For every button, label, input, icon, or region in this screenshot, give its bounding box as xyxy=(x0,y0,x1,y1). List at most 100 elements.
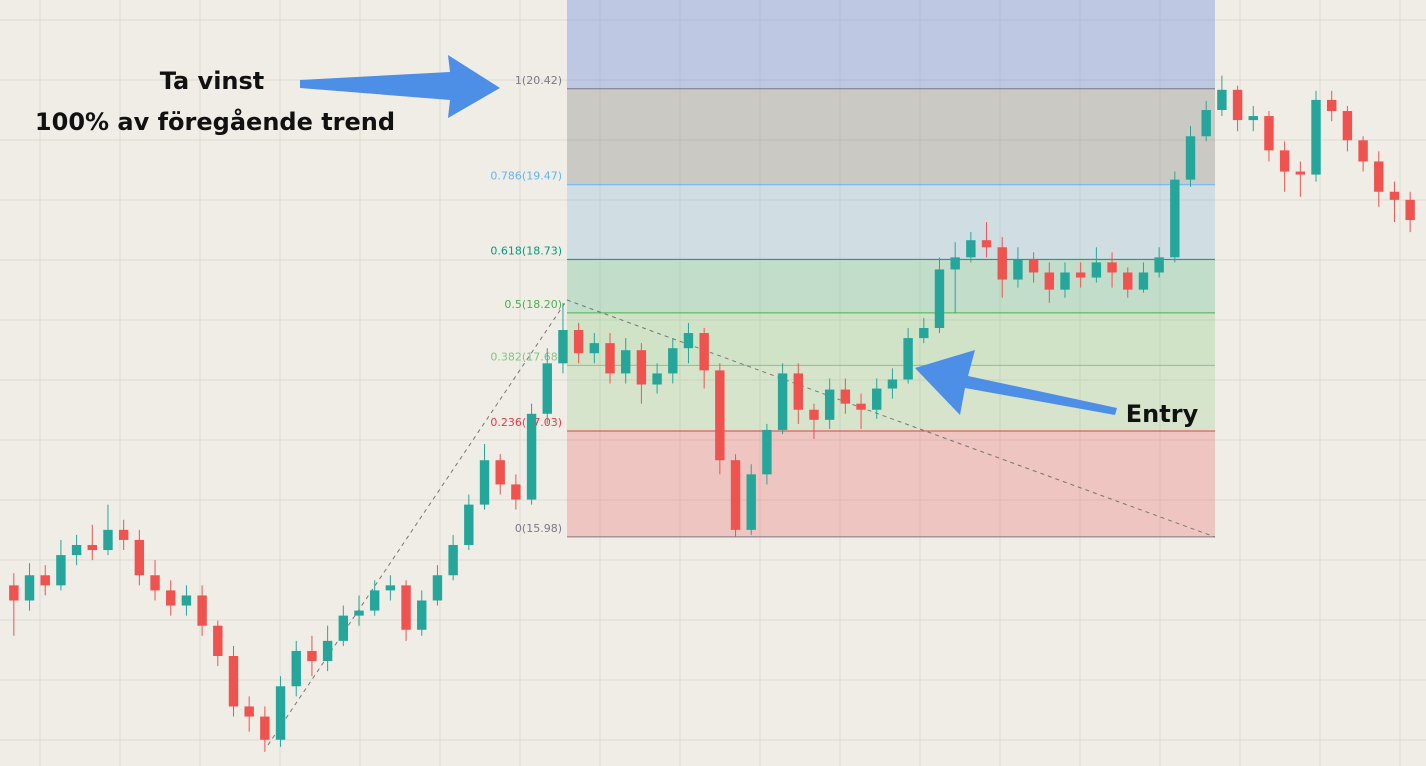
candle-body xyxy=(322,640,333,662)
candle-body xyxy=(668,348,678,374)
annotation: 100% av föregående trend xyxy=(35,107,395,136)
candle-body xyxy=(1028,259,1039,273)
candle-body xyxy=(558,330,568,364)
candle-body xyxy=(919,327,929,339)
candle-body xyxy=(652,373,662,385)
candle-body xyxy=(903,338,913,380)
candle-body xyxy=(997,247,1007,280)
candle-body xyxy=(338,615,349,641)
candle-body xyxy=(1279,150,1290,172)
candle-body xyxy=(181,595,192,606)
candle-body xyxy=(793,373,803,410)
candle-body xyxy=(1201,110,1211,137)
candle-body xyxy=(291,650,301,687)
candle-body xyxy=(1342,111,1353,141)
candle-body xyxy=(369,590,380,611)
candle-body xyxy=(683,333,694,349)
candle-body xyxy=(542,363,552,414)
candle-body xyxy=(1138,272,1149,290)
fib-zone xyxy=(567,88,1215,185)
candle-body xyxy=(307,650,317,662)
trend-line xyxy=(267,299,568,746)
candle-body xyxy=(275,686,286,740)
candle-body xyxy=(1311,99,1321,175)
candle-body xyxy=(1154,257,1164,273)
candle-body xyxy=(526,413,537,500)
candle-body xyxy=(448,544,458,576)
candle-body xyxy=(730,460,741,530)
fib-level-label: 0.236(17.03) xyxy=(490,416,562,429)
candle-body xyxy=(1358,140,1368,162)
annotation: Entry xyxy=(1126,400,1199,428)
candle-body xyxy=(1405,199,1415,221)
candle-body xyxy=(197,595,207,626)
trend-line xyxy=(566,299,1216,538)
annotation: Ta vinst xyxy=(160,67,265,95)
candle-body xyxy=(1248,116,1258,121)
candles xyxy=(9,75,1415,752)
candle-body xyxy=(1075,272,1086,278)
candle-body xyxy=(244,706,254,717)
arrow xyxy=(300,55,500,118)
candle-body xyxy=(1107,262,1117,273)
candle-body xyxy=(166,590,176,606)
candle-body xyxy=(950,257,960,270)
candle-body xyxy=(1044,272,1055,290)
fib-zones: 1(20.42) 0.786(19.47) 0.618(18.73) 0.5(18.2… xyxy=(490,0,1215,538)
candle-body xyxy=(966,240,976,258)
candle-body xyxy=(150,575,160,591)
candle-body xyxy=(432,575,443,601)
fib-zone xyxy=(567,430,1215,537)
candle-body xyxy=(746,474,756,530)
candle-body xyxy=(1374,161,1384,192)
candle-body xyxy=(464,504,474,545)
candle-body xyxy=(479,460,490,505)
candle-body xyxy=(573,330,584,354)
candle-body xyxy=(1091,262,1102,278)
fib-level-label: 0.382(17.68) xyxy=(490,350,562,363)
candle-body xyxy=(887,379,898,389)
candle-body xyxy=(1060,272,1070,290)
candle-body xyxy=(1232,89,1243,121)
candle-body xyxy=(24,575,35,601)
candle-body xyxy=(856,403,866,410)
candle-body xyxy=(40,575,50,586)
candle-body xyxy=(71,544,82,556)
candle-body xyxy=(495,460,505,485)
fib-level-label: 0(15.98) xyxy=(515,522,562,535)
candle-body xyxy=(699,333,709,371)
candle-body xyxy=(1327,99,1337,112)
candle-body xyxy=(87,544,97,551)
candle-body xyxy=(1013,259,1023,280)
candle-body xyxy=(715,370,725,461)
fib-zone xyxy=(567,365,1215,431)
candle-body xyxy=(511,484,521,500)
candle-body xyxy=(385,585,396,591)
candle-body xyxy=(605,343,615,374)
candle-body xyxy=(56,555,66,586)
candle-body xyxy=(1185,136,1196,180)
candle-body xyxy=(1295,171,1306,175)
candle-body xyxy=(872,388,882,410)
candle-body xyxy=(228,655,239,707)
candle-body xyxy=(777,373,788,430)
fib-zone xyxy=(567,0,1215,89)
candle-body xyxy=(1123,272,1133,290)
fib-zone xyxy=(567,259,1215,313)
candle-body xyxy=(134,539,145,576)
candle-body xyxy=(981,240,992,248)
fib-level-label: 0.618(18.73) xyxy=(490,244,562,257)
candle-body xyxy=(824,389,835,420)
candle-body xyxy=(762,429,772,475)
candle-body xyxy=(1217,89,1227,111)
candle-body xyxy=(354,610,364,616)
candle-body xyxy=(840,389,851,404)
candle-body xyxy=(103,529,113,551)
candle-body xyxy=(809,409,819,420)
fib-zone xyxy=(567,312,1215,366)
fib-level-label: 0.5(18.20) xyxy=(504,298,562,311)
candle-body xyxy=(417,600,427,630)
